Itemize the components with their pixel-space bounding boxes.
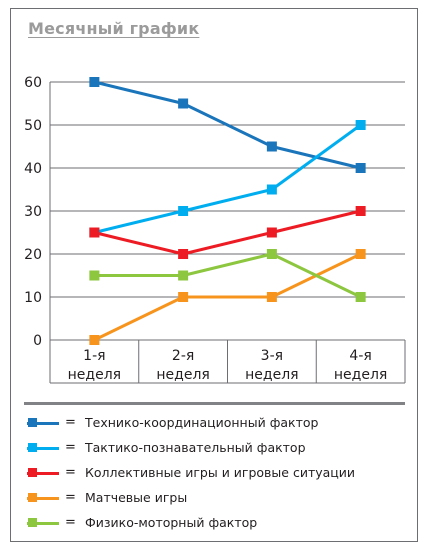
y-axis-ticks: 0 10 20 30 40 50 60 <box>24 75 42 349</box>
data-point <box>178 98 189 109</box>
series-line <box>94 123 362 234</box>
legend-equals: = <box>65 440 76 455</box>
legend-swatch <box>27 467 59 479</box>
y-tick-label: 20 <box>24 247 42 263</box>
data-point <box>266 292 277 302</box>
chart-frame <box>10 8 418 542</box>
legend-item-tactical: = Тактико-познавательный фактор <box>24 435 408 460</box>
legend-line <box>27 471 59 475</box>
series-line <box>94 209 361 256</box>
axes <box>24 82 406 405</box>
legend-label: Тактико-познавательный фактор <box>85 440 306 455</box>
x-category-label: неделя <box>334 367 387 383</box>
y-tick-label: 60 <box>24 75 42 91</box>
y-tick-label: 50 <box>24 118 42 134</box>
legend-item-team-games: = Коллективные игры и игровые ситуации <box>24 460 408 485</box>
legend-marker <box>28 417 37 427</box>
series-group <box>89 77 366 345</box>
legend-label: Матчевые игры <box>85 490 188 505</box>
legend-marker <box>28 517 37 527</box>
data-point <box>266 227 277 238</box>
x-category-label: 4-я <box>349 348 371 364</box>
x-category-label: неделя <box>156 367 209 383</box>
legend-marker <box>28 467 37 477</box>
legend-marker <box>28 442 37 452</box>
data-point <box>89 335 100 345</box>
legend-line <box>27 496 59 500</box>
y-tick-label: 40 <box>24 161 42 177</box>
series-line <box>94 252 362 299</box>
line-chart: 0 10 20 30 40 50 60 1-я неделя 2-я неделя 3-я недел… <box>24 75 406 405</box>
legend-equals: = <box>65 415 76 430</box>
data-point <box>178 292 189 302</box>
legend-swatch <box>27 492 59 504</box>
data-point <box>266 141 277 152</box>
legend-equals: = <box>65 515 76 530</box>
x-category-label: неделя <box>68 367 121 383</box>
x-category-label: 2-я <box>172 348 194 364</box>
legend-item-technical: = Технико-координационный фактор <box>24 410 408 435</box>
x-axis-categories: 1-я неделя 2-я неделя 3-я неделя 4-я неделя <box>68 348 388 383</box>
legend-label: Технико-координационный фактор <box>85 415 319 430</box>
legend-swatch <box>27 517 59 529</box>
data-point <box>266 249 277 259</box>
grid-lines <box>50 81 405 341</box>
legend-marker <box>28 492 37 502</box>
data-point <box>355 206 366 216</box>
y-tick-label: 0 <box>33 333 42 349</box>
data-point <box>89 227 100 238</box>
chart-title: Месячный график <box>28 19 200 38</box>
data-point <box>178 206 189 216</box>
data-point <box>89 77 100 87</box>
legend-line <box>27 521 59 525</box>
legend-label: Физико-моторный фактор <box>85 515 258 530</box>
legend-label: Коллективные игры и игровые ситуации <box>85 465 356 480</box>
legend: = Технико-координационный фактор = Такти… <box>24 410 408 535</box>
data-point <box>355 120 366 130</box>
legend-line <box>27 421 59 425</box>
legend-item-match-games: = Матчевые игры <box>24 485 408 510</box>
x-category-label: 1-я <box>83 348 105 364</box>
x-category-label: 3-я <box>261 348 283 364</box>
legend-divider <box>24 402 405 405</box>
y-tick-label: 10 <box>24 290 42 306</box>
legend-equals: = <box>65 490 76 505</box>
legend-equals: = <box>65 465 76 480</box>
x-category-label: неделя <box>245 367 298 383</box>
legend-line <box>27 446 59 450</box>
data-point <box>355 292 366 302</box>
legend-item-physical: = Физико-моторный фактор <box>24 510 408 535</box>
data-point <box>355 163 366 173</box>
data-point <box>178 270 189 281</box>
legend-swatch <box>27 442 59 454</box>
data-point <box>266 184 277 195</box>
data-point <box>178 249 189 259</box>
legend-swatch <box>27 417 59 429</box>
data-point <box>89 270 100 281</box>
y-tick-label: 30 <box>24 204 42 220</box>
data-point <box>355 249 366 259</box>
